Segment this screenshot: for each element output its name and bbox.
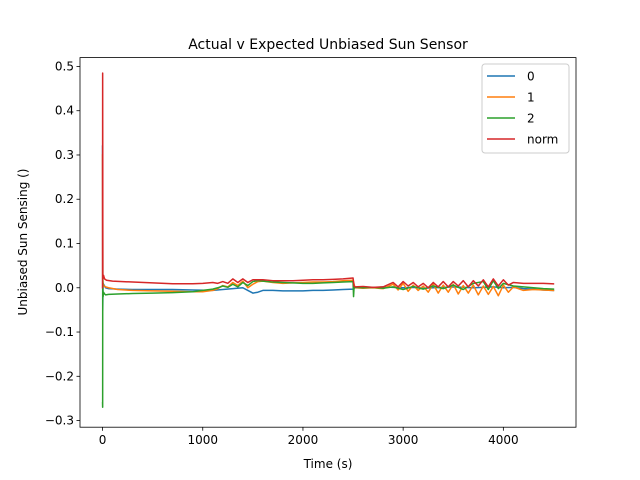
series-line-0: [101, 145, 555, 311]
y-tick-label: 0.5: [55, 59, 74, 73]
x-tick-label: 1000: [187, 433, 218, 447]
y-tick-label: −0.2: [45, 369, 74, 383]
y-tick-label: 0.4: [55, 104, 74, 118]
y-tick-label: −0.1: [45, 325, 74, 339]
x-axis-label: Time (s): [303, 457, 353, 471]
legend-label-norm: norm: [527, 133, 558, 147]
series-line-norm: [101, 72, 555, 289]
y-tick-label: 0.2: [55, 192, 74, 206]
x-tick-label: 3000: [388, 433, 419, 447]
legend: 0 1 2 norm: [481, 63, 570, 154]
x-tick-label: 0: [99, 433, 107, 447]
legend-label-0: 0: [527, 70, 535, 84]
y-tick-label: 0.0: [55, 281, 74, 295]
y-tick-label: 0.1: [55, 237, 74, 251]
legend-label-1: 1: [527, 91, 535, 105]
y-tick-label: −0.3: [45, 414, 74, 428]
plot-frame: [79, 57, 577, 428]
x-tick-label: 2000: [288, 433, 319, 447]
legend-box: [481, 63, 570, 154]
series-layer: [101, 72, 555, 409]
chart-title: Actual v Expected Unbiased Sun Sensor: [188, 37, 468, 53]
y-tick-label: 0.3: [55, 148, 74, 162]
ticks-layer: 0 1000 2000 3000 4000 −0.3 −0.2 −0.1 0.0 0.1 0.2 0.…: [45, 59, 519, 447]
y-axis-label: Unbiased Sun Sensing (): [16, 169, 30, 316]
legend-label-2: 2: [527, 112, 535, 126]
x-tick-label: 4000: [488, 433, 519, 447]
